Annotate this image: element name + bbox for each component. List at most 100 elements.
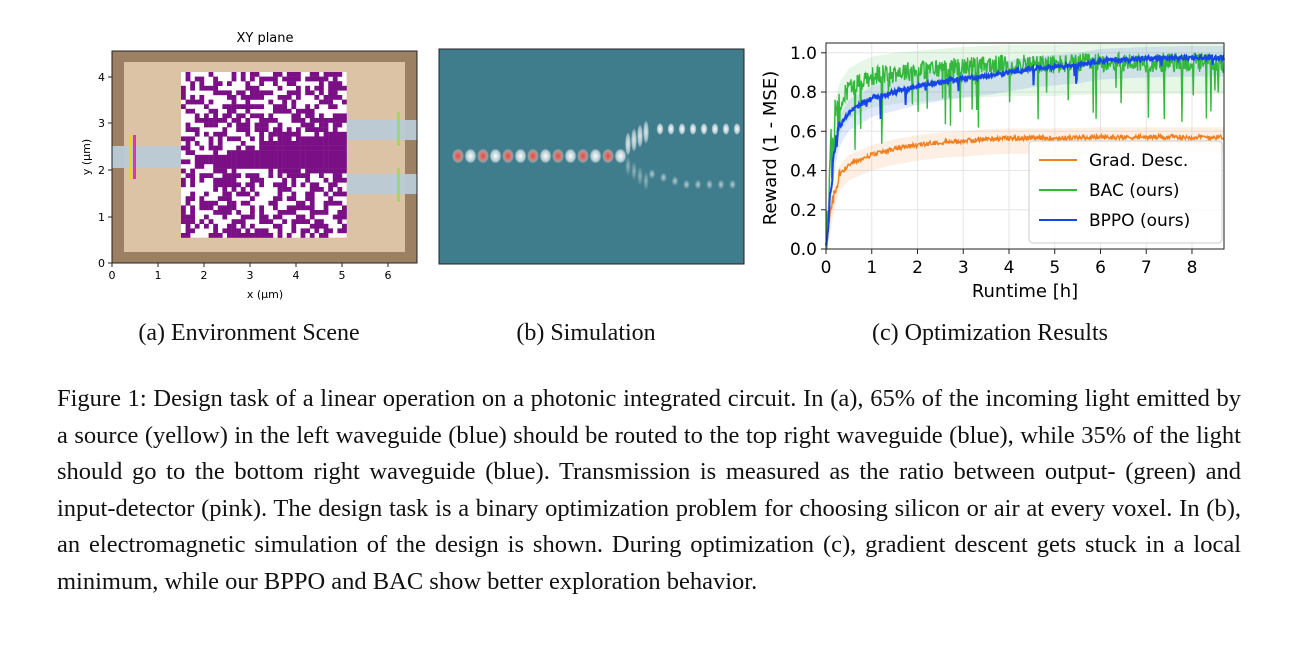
design-voxel [300, 154, 306, 160]
x-axis-ticks: 0 1 2 3 4 5 6 [109, 263, 392, 282]
design-voxel [199, 219, 205, 224]
design-voxel [282, 210, 287, 215]
design-voxel [213, 108, 218, 114]
design-voxel [199, 118, 205, 123]
design-voxel [194, 113, 200, 119]
design-voxel [240, 154, 246, 160]
design-voxel [282, 177, 287, 183]
design-voxel [227, 136, 232, 142]
output-detector-top [397, 112, 400, 146]
design-voxel [319, 99, 324, 105]
design-voxel [181, 159, 186, 165]
design-voxel [259, 228, 264, 234]
design-voxel [328, 104, 333, 109]
design-voxel [323, 150, 329, 155]
design-voxel [259, 141, 264, 146]
design-voxel [282, 131, 287, 137]
design-voxel [236, 113, 241, 119]
design-voxel [291, 154, 297, 160]
design-voxel [328, 159, 333, 165]
design-voxel [296, 219, 301, 224]
design-voxel [286, 95, 292, 100]
design-voxel [337, 168, 343, 174]
design-voxel [259, 164, 264, 169]
design-voxel [305, 164, 310, 169]
design-voxel [300, 159, 306, 165]
design-voxel [273, 108, 278, 114]
design-voxel [250, 173, 255, 178]
design-voxel [250, 210, 255, 215]
design-voxel [231, 168, 237, 174]
design-voxel [231, 173, 237, 178]
design-voxel [305, 219, 310, 224]
design-voxel [291, 173, 297, 178]
design-voxel [332, 182, 338, 188]
design-voxel [296, 205, 301, 211]
design-voxel [305, 104, 310, 109]
design-voxel [342, 150, 347, 155]
design-voxel [245, 95, 251, 100]
design-voxel [259, 81, 264, 86]
design-voxel [273, 159, 278, 165]
design-voxel [227, 191, 232, 197]
design-voxel [245, 200, 251, 206]
design-voxel [277, 85, 283, 91]
design-voxel [194, 164, 200, 169]
design-voxel [328, 90, 333, 96]
design-voxel [190, 182, 195, 188]
chart-axes-frame [825, 42, 1225, 250]
design-voxel [240, 90, 246, 96]
design-voxel [332, 90, 338, 96]
design-voxel [277, 72, 283, 77]
design-voxel [213, 187, 218, 192]
design-voxel [213, 228, 218, 234]
design-voxel [314, 72, 320, 77]
field-lobe [656, 123, 664, 135]
design-voxel [213, 159, 218, 165]
design-voxel [259, 182, 264, 188]
design-voxel [337, 85, 343, 91]
design-voxel [268, 200, 274, 206]
field-lobe [729, 179, 736, 190]
design-voxel [291, 191, 297, 197]
design-voxel [337, 187, 343, 192]
design-voxel [259, 76, 264, 82]
design-voxel [181, 219, 186, 224]
design-voxel [227, 205, 232, 211]
design-voxel [199, 177, 205, 183]
design-voxel [236, 210, 241, 215]
design-voxel [337, 177, 343, 183]
design-voxel [314, 118, 320, 123]
design-voxel [259, 205, 264, 211]
design-voxel [337, 122, 343, 128]
design-voxel [323, 223, 329, 229]
design-voxel [337, 118, 343, 123]
design-voxel [231, 200, 237, 206]
design-voxel [227, 154, 232, 160]
design-voxel [319, 122, 324, 128]
design-voxel [286, 233, 292, 238]
design-voxel [323, 159, 329, 165]
design-voxel [240, 214, 246, 220]
x-tick-label: 2 [912, 258, 923, 278]
design-voxel [268, 219, 274, 224]
design-voxel [222, 154, 228, 160]
design-voxel [291, 228, 297, 234]
x-tick-label: 7 [1141, 258, 1152, 278]
design-voxel [319, 150, 324, 155]
design-voxel [328, 200, 333, 206]
design-voxel [245, 150, 251, 155]
design-voxel [268, 113, 274, 119]
design-voxel [300, 205, 306, 211]
design-voxel [263, 141, 269, 146]
design-voxel [309, 196, 315, 201]
design-voxel [319, 219, 324, 224]
design-voxel [263, 127, 269, 132]
optimization-results-chart: 0 1 2 3 4 5 6 7 80.00.20.40.60.81.0 Runtime [h] … [760, 42, 1225, 302]
design-voxel [185, 196, 191, 201]
design-voxel [282, 108, 287, 114]
design-voxel [268, 168, 274, 174]
design-voxel [332, 150, 338, 155]
design-voxel [190, 150, 195, 155]
design-voxel [291, 159, 297, 165]
